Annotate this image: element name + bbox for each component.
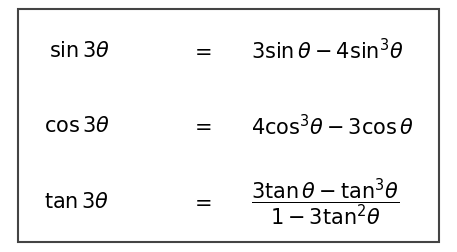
- Text: $\sin 3\theta$: $\sin 3\theta$: [49, 40, 110, 60]
- Text: $\tan 3\theta$: $\tan 3\theta$: [44, 192, 110, 212]
- Text: $\dfrac{3\tan\theta - \tan^3\!\theta}{1 - 3\tan^2\!\theta}$: $\dfrac{3\tan\theta - \tan^3\!\theta}{1 …: [251, 176, 400, 227]
- FancyBboxPatch shape: [18, 10, 439, 242]
- Text: $3\sin\theta - 4\sin^3\!\theta$: $3\sin\theta - 4\sin^3\!\theta$: [251, 38, 404, 63]
- Text: $4\cos^3\!\theta - 3\cos\theta$: $4\cos^3\!\theta - 3\cos\theta$: [251, 113, 414, 139]
- Text: $=$: $=$: [191, 40, 212, 60]
- Text: $=$: $=$: [191, 192, 212, 212]
- Text: $=$: $=$: [191, 116, 212, 136]
- Text: $\cos 3\theta$: $\cos 3\theta$: [43, 116, 110, 136]
